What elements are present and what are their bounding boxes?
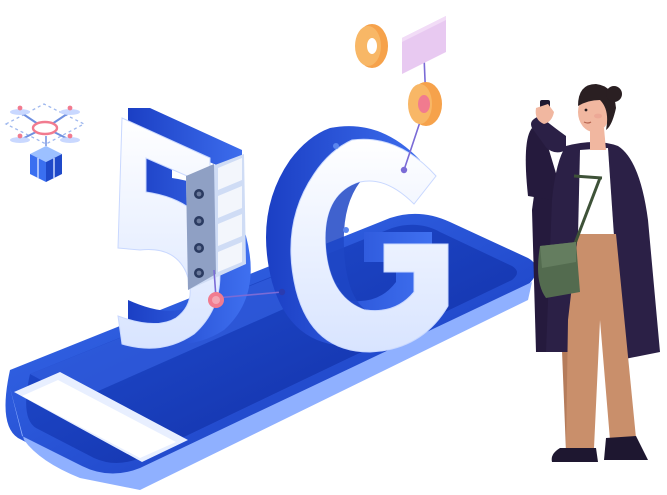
network-nodes bbox=[208, 143, 408, 308]
server-rack-icon bbox=[186, 154, 246, 290]
delivery-drone-icon bbox=[4, 103, 86, 182]
letter-g bbox=[266, 126, 449, 353]
location-pin-icon bbox=[408, 82, 442, 126]
orange-ring-icon bbox=[355, 24, 388, 68]
woman-figure bbox=[525, 84, 660, 462]
info-card-icon bbox=[402, 16, 446, 74]
